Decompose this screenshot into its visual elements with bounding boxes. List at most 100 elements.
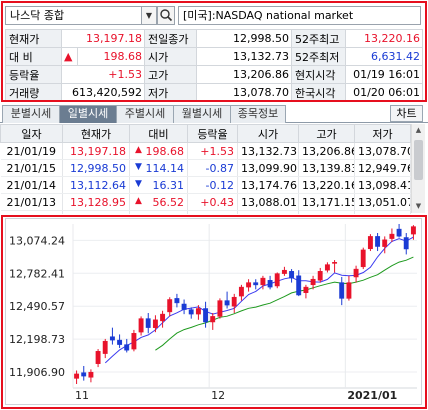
column-header[interactable]: 고가	[298, 124, 355, 143]
tab-item[interactable]: 일별시세	[59, 105, 117, 123]
triangle-up-icon: ▲	[135, 144, 142, 155]
candle-body	[181, 303, 187, 310]
search-button[interactable]	[157, 6, 175, 25]
table-cell: 13,220.16	[298, 176, 355, 194]
candle-body	[203, 308, 209, 323]
info-label: 고가	[144, 65, 198, 84]
candle-body	[296, 275, 302, 296]
info-value: 01/20 06:01	[345, 83, 424, 102]
candle-body	[117, 339, 123, 345]
chevron-down-icon[interactable]: ▼	[141, 6, 157, 25]
candle-body	[160, 313, 166, 322]
table-cell: -0.12	[187, 176, 238, 194]
candle-body	[224, 300, 230, 306]
table-cell: 13,171.15	[298, 193, 355, 211]
tab-item[interactable]: 월별시세	[173, 105, 231, 123]
y-tick-label: 12,782.41	[9, 267, 65, 280]
quote-summary: 현재가 13,197.18 전일종가 12,998.50 52주최고 13,220.16 대…	[5, 29, 424, 102]
column-header[interactable]: 등락율	[187, 124, 238, 143]
triangle-down-icon: ▼	[135, 178, 142, 189]
candle-body	[339, 282, 345, 299]
candle-body	[109, 336, 115, 341]
table-cell: 13,197.18	[62, 142, 130, 160]
candle-body	[124, 344, 130, 351]
tab-item[interactable]: 주별시세	[116, 105, 174, 123]
info-row: 거래량 613,420,592 저가 13,078.70 한국시각 01/20 06:01	[5, 83, 424, 102]
market-select[interactable]: 나스닥 종합	[5, 6, 142, 25]
candle-body	[410, 226, 416, 235]
table-cell: 13,139.83	[298, 159, 355, 177]
chart-button[interactable]: 차트	[390, 105, 423, 122]
candle-body	[396, 228, 402, 237]
table-cell: 12,949.76	[354, 159, 411, 177]
triangle-up-icon: ▲	[135, 195, 142, 206]
info-label: 등락율	[5, 65, 62, 84]
candle-body	[81, 372, 87, 377]
candle-body	[389, 233, 395, 239]
candle-body	[102, 340, 108, 354]
column-header[interactable]: 대비	[129, 124, 188, 143]
table-cell: 13,051.07	[354, 193, 411, 211]
info-value: ▲	[61, 47, 78, 66]
scroll-up-icon[interactable]: ▲	[415, 126, 422, 134]
table-cell: 13,098.41	[354, 176, 411, 194]
info-value: 13,206.86	[196, 65, 293, 84]
table-cell: ▲ 56.52	[129, 193, 188, 211]
daily-price-table: 일자 현재가 대비 등락율 시가 고가 저가 21/01/19 13,197.18 ▲ 198.6…	[0, 124, 428, 214]
table-cell: +1.53	[187, 142, 238, 160]
table-cell: 13,128.95	[62, 193, 130, 211]
tab-item[interactable]: 종목정보	[230, 105, 286, 123]
candle-body	[324, 264, 330, 271]
table-cell: 21/01/13	[0, 193, 63, 211]
table-row[interactable]: 21/01/13 13,128.95 ▲ 56.52 +0.43 13,088.01 13,…	[0, 193, 411, 211]
column-header[interactable]: 일자	[0, 124, 63, 143]
table-cell: 13,078.70	[354, 142, 411, 160]
candle-body	[217, 300, 223, 317]
candle-body	[195, 308, 201, 315]
candle-body	[188, 309, 194, 315]
info-value: 12,998.50	[196, 29, 293, 48]
candle-body	[303, 286, 309, 293]
table-row[interactable]: 21/01/14 13,112.64 ▼ 16.31 -0.12 13,174.76 13,…	[0, 176, 411, 194]
info-label: 시가	[144, 47, 198, 66]
table-cell: 13,116.11	[298, 210, 355, 214]
table-cell: 13,088.01	[237, 193, 299, 211]
candle-body	[174, 298, 180, 304]
change-value: 36.00	[153, 213, 185, 215]
table-cell: +0.43	[187, 193, 238, 211]
info-value: 01/19 16:01	[345, 65, 424, 84]
info-value: 13,132.73	[196, 47, 293, 66]
table-cell: ▼ 114.14	[129, 159, 188, 177]
scroll-thumb[interactable]	[414, 140, 423, 180]
candle-body	[167, 299, 173, 313]
y-tick-label: 12,490.57	[9, 300, 65, 313]
info-label: 현재가	[5, 29, 62, 48]
table-cell: 21/01/14	[0, 176, 63, 194]
table-cell: 12,998.50	[62, 159, 130, 177]
candle-body	[274, 273, 280, 287]
candlestick-chart[interactable]: 13,074.24 12,782.41 12,490.57 12,198.73 11,9…	[5, 218, 422, 405]
candle-body	[74, 373, 80, 379]
tab-item[interactable]: 분별시세	[2, 105, 60, 123]
column-header[interactable]: 시가	[237, 124, 299, 143]
table-scrollbar[interactable]: ▲ ▼	[411, 124, 425, 213]
candle-body	[375, 236, 381, 247]
candle-body	[281, 269, 287, 274]
column-header[interactable]: 저가	[354, 124, 411, 143]
candle-body	[260, 277, 266, 286]
candle-body	[382, 239, 388, 247]
y-tick-label: 12,198.73	[9, 333, 65, 346]
table-cell: 21/01/12	[0, 210, 63, 214]
tab-bar: 분별시세 일별시세 주별시세 월별시세 종목정보	[0, 104, 428, 123]
info-label: 52주최저	[291, 47, 347, 66]
scroll-down-icon[interactable]: ▼	[415, 202, 422, 210]
table-row[interactable]: 21/01/19 13,197.18 ▲ 198.68 +1.53 13,132.73 13…	[0, 142, 411, 160]
candle-body	[310, 278, 316, 286]
info-value: 13,220.16	[345, 29, 424, 48]
change-value: 56.52	[152, 195, 185, 209]
column-header[interactable]: 현재가	[62, 124, 130, 143]
ma20-line	[155, 256, 414, 351]
candle-body	[267, 280, 273, 288]
table-row[interactable]: 21/01/15 12,998.50 ▼ 114.14 -0.87 13,099.90 13…	[0, 159, 411, 177]
